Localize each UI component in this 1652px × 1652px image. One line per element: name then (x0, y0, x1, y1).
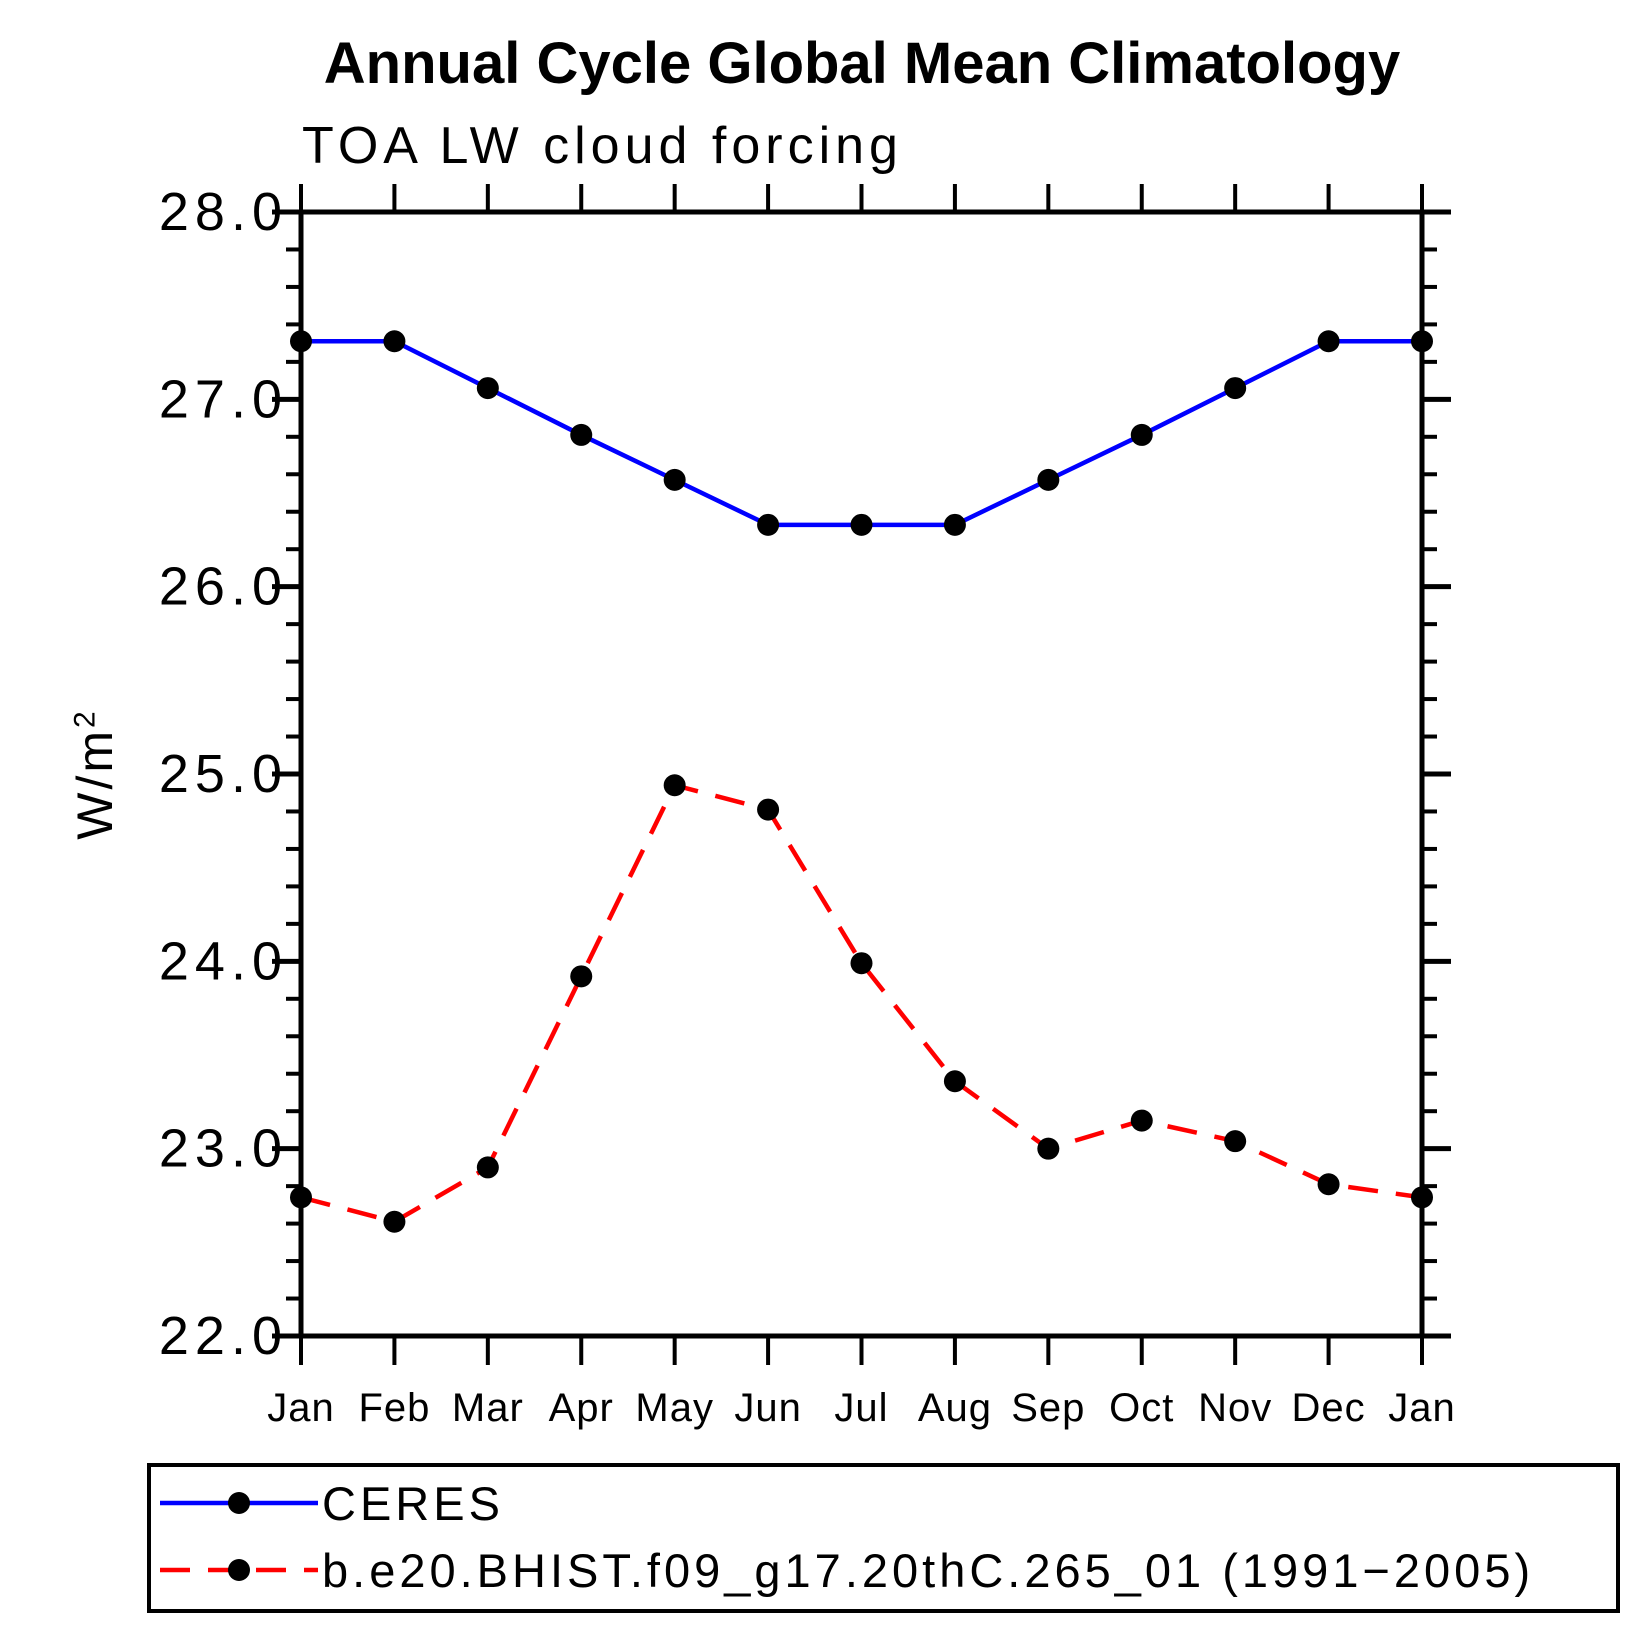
y-tick-label: 24.0 (159, 931, 288, 991)
data-point-ceres (757, 513, 780, 536)
data-point-model (1317, 1173, 1340, 1196)
data-point-ceres (943, 513, 966, 536)
data-point-ceres (1224, 377, 1247, 400)
chart-title: Annual Cycle Global Mean Climatology (323, 31, 1401, 96)
legend-entry-model: b.e20.BHIST.f09_g17.20thC.265_01 (1991−2… (156, 1543, 1535, 1597)
y-tick-label: 22.0 (159, 1306, 288, 1366)
data-point-model (476, 1156, 499, 1179)
legend-label-ceres: CERES (322, 1476, 504, 1530)
data-point-ceres (1317, 330, 1340, 353)
data-point-ceres (1130, 423, 1153, 446)
data-point-ceres (290, 330, 312, 353)
x-tick-label: Dec (1292, 1386, 1366, 1430)
data-point-ceres (476, 377, 499, 400)
x-tick-label: Jun (734, 1386, 802, 1430)
x-tick-label: Oct (1109, 1386, 1174, 1430)
data-point-model (570, 965, 593, 988)
y-tick-label: 26.0 (159, 557, 288, 617)
data-point-ceres (570, 423, 593, 446)
x-tick-label: Jan (267, 1386, 335, 1430)
x-tick-label: Sep (1011, 1386, 1085, 1430)
data-point-model (1411, 1186, 1433, 1209)
data-point-ceres (383, 330, 406, 353)
x-tick-label: Jul (834, 1386, 888, 1430)
plot-frame (298, 209, 1425, 1339)
chart-subtitle: TOA LW cloud forcing (302, 117, 903, 175)
legend-sample-dashed-line (160, 1559, 318, 1581)
data-point-ceres (1411, 330, 1433, 353)
data-point-ceres (1037, 468, 1060, 491)
x-tick-label: May (635, 1386, 714, 1430)
data-point-model (1224, 1130, 1247, 1153)
series-line-model (300, 782, 1423, 1225)
x-tick-label: Apr (549, 1386, 614, 1430)
data-point-ceres (663, 468, 686, 491)
series-line-ceres (301, 339, 1422, 528)
x-tick-label: Nov (1198, 1386, 1272, 1430)
data-point-ceres (850, 513, 873, 536)
legend: CERES b.e20.BHIST.f09_g17.20thC.265_01 (… (147, 1463, 1620, 1613)
legend-label-model: b.e20.BHIST.f09_g17.20thC.265_01 (1991−2… (322, 1543, 1535, 1597)
data-point-model (757, 798, 780, 821)
data-point-model (1037, 1137, 1060, 1160)
legend-sample-marker (228, 1492, 250, 1514)
y-tick-label: 27.0 (159, 369, 288, 429)
x-tick-label: Jan (1388, 1386, 1456, 1430)
legend-sample-solid-line (160, 1492, 318, 1514)
data-point-model (850, 952, 873, 975)
x-tick-label: Mar (452, 1386, 524, 1430)
y-tick-label: 23.0 (159, 1119, 288, 1179)
data-point-model (383, 1210, 406, 1233)
y-tick-label: 25.0 (159, 744, 288, 804)
x-tick-label: Aug (918, 1386, 992, 1430)
data-point-model (290, 1186, 312, 1209)
y-tick-label: 28.0 (159, 182, 288, 242)
data-point-model (663, 774, 686, 797)
data-point-model (1130, 1109, 1153, 1132)
legend-entry-ceres: CERES (156, 1476, 504, 1530)
data-point-model (943, 1070, 966, 1093)
legend-sample-marker (228, 1559, 250, 1581)
x-tick-label: Feb (358, 1386, 430, 1430)
